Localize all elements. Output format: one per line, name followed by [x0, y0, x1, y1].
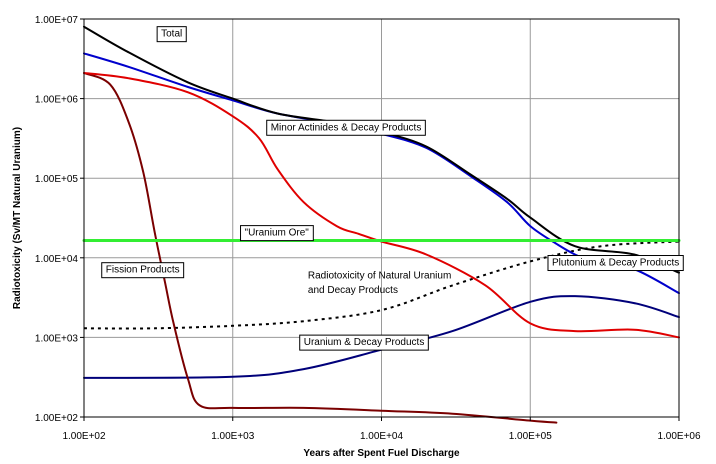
annotation-box — [156, 26, 187, 43]
annotation-3: Fission Products — [101, 262, 185, 279]
annotation-2: "Uranium Ore" — [240, 225, 314, 242]
series-line-radiotoxicity-of-natural-uranium-and-decay-products — [83, 240, 680, 330]
x-tick-label: 1.00E+06 — [657, 431, 701, 442]
series-line-uranium-decay-products — [83, 295, 680, 379]
annotation-box — [101, 262, 185, 279]
y-tick-label: 1.00E+03 — [35, 333, 79, 344]
x-tick-label: 1.00E+05 — [509, 431, 553, 442]
x-axis-title: Years after Spent Fuel Discharge — [303, 448, 460, 459]
annotation-label: Uranium & Decay Products — [304, 337, 425, 348]
annotation-4: Radiotoxicity of Natural Uranium — [308, 270, 451, 281]
annotation-box — [299, 334, 429, 351]
annotation-label: Fission Products — [106, 265, 180, 276]
annotation-label: Plutonium & Decay Products — [552, 258, 679, 269]
annotation-1: Minor Actinides & Decay Products — [266, 119, 426, 136]
series-line-total — [83, 25, 680, 274]
y-tick-label: 1.00E+06 — [35, 95, 79, 106]
annotation-0: Total — [156, 26, 187, 43]
annotation-box — [547, 255, 684, 272]
annotations: Total Minor Actinides & Decay Products "Ur… — [101, 26, 684, 351]
annotation-box — [266, 119, 426, 136]
series-layer — [82, 25, 681, 424]
annotation-6: Plutonium & Decay Products — [547, 255, 684, 272]
annotation-label: "Uranium Ore" — [245, 228, 310, 239]
annotation-label: Radiotoxicity of Natural Uranium — [308, 270, 451, 281]
y-axis-title: Radiotoxicity (Sv/MT Natural Uranium) — [12, 127, 23, 309]
tick-labels: 1.00E+02 1.00E+03 1.00E+04 1.00E+05 1.00E+06… — [35, 15, 701, 442]
x-tick-label: 1.00E+02 — [62, 431, 106, 442]
series-line-plutonium-decay-products — [83, 72, 680, 339]
x-tick-label: 1.00E+03 — [211, 431, 255, 442]
annotation-label: Minor Actinides & Decay Products — [271, 122, 422, 133]
annotation-box — [240, 225, 314, 242]
y-tick-label: 1.00E+02 — [35, 413, 79, 424]
y-tick-label: 1.00E+05 — [35, 174, 79, 185]
annotation-7: Uranium & Decay Products — [299, 334, 429, 351]
y-tick-label: 1.00E+04 — [35, 254, 79, 265]
annotation-5: and Decay Products — [308, 285, 398, 296]
x-tick-label: 1.00E+04 — [360, 431, 404, 442]
series-line-fission-products — [83, 72, 558, 424]
annotation-label: Total — [161, 29, 182, 40]
annotation-label: and Decay Products — [308, 285, 398, 296]
y-tick-label: 1.00E+07 — [35, 15, 79, 26]
